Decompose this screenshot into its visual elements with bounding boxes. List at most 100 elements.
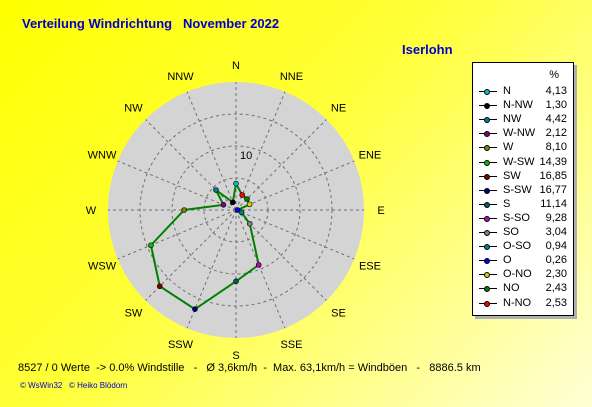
legend-value: 1,30 xyxy=(545,99,567,112)
direction-label-ne: NE xyxy=(331,102,346,114)
summary-footer: 8527 / 0 Werte -> 0.0% Windstille - Ø 3,… xyxy=(18,362,481,374)
legend-value: 4,42 xyxy=(545,113,567,126)
legend-value: 14,39 xyxy=(539,155,567,168)
legend-item: O-SO 0,94 xyxy=(473,240,573,254)
legend-value: 0,94 xyxy=(545,240,567,253)
data-point-sse xyxy=(255,262,262,268)
legend-label: W-SW xyxy=(503,155,535,168)
direction-label-n: N xyxy=(232,60,240,72)
legend-item: NW 4,42 xyxy=(473,113,573,127)
legend-item: SO 3,04 xyxy=(473,226,573,240)
legend-value: 2,43 xyxy=(545,282,567,295)
legend-marker-icon xyxy=(479,215,497,222)
data-point-nne xyxy=(239,192,245,198)
direction-label-sse: SSE xyxy=(280,339,302,351)
legend-marker-icon xyxy=(479,187,497,194)
legend-item: NO 2,43 xyxy=(473,282,573,296)
legend-value: 16,85 xyxy=(539,169,567,182)
data-point-ssw xyxy=(192,306,198,312)
legend-value: 9,28 xyxy=(545,211,567,224)
direction-label-nne: NNE xyxy=(280,71,303,83)
data-point-ne xyxy=(244,196,250,202)
direction-label-ssw: SSW xyxy=(168,339,194,351)
legend-marker-icon xyxy=(479,272,497,279)
legend-label: O-NO xyxy=(503,268,532,281)
legend-marker-icon xyxy=(479,89,497,95)
legend-label: O-SO xyxy=(503,240,532,253)
legend-label: N xyxy=(503,85,511,97)
legend-item: W-SW 14,39 xyxy=(473,156,573,170)
legend-value: 0,26 xyxy=(545,254,567,267)
data-point-w xyxy=(181,207,187,213)
legend-item: SW 16,85 xyxy=(473,170,573,184)
legend-item: W 8,10 xyxy=(473,141,573,155)
legend-label: SO xyxy=(503,226,519,238)
location-label: Iserlohn xyxy=(402,42,453,57)
legend-marker-icon xyxy=(479,244,497,251)
data-point-nnw xyxy=(230,199,236,206)
direction-label-s: S xyxy=(232,350,239,362)
legend-label: N-NO xyxy=(503,296,532,309)
data-point-nw xyxy=(213,187,219,193)
legend-marker-icon xyxy=(479,230,497,236)
legend-label: NO xyxy=(503,282,520,295)
direction-label-wnw: WNW xyxy=(88,150,117,162)
legend: % N 4,13 N-NW 1,30 NW 4,42 W-NW 2,12 W 8,10 W-SW 14… xyxy=(472,62,574,316)
legend-value: 4,13 xyxy=(545,85,567,97)
direction-label-e: E xyxy=(377,205,384,217)
legend-marker-icon xyxy=(479,159,497,166)
legend-value: 8,10 xyxy=(545,141,567,154)
legend-marker-icon xyxy=(479,201,497,208)
legend-unit: % xyxy=(549,69,559,81)
legend-marker-icon xyxy=(479,300,497,307)
legend-value: 2,53 xyxy=(545,296,567,309)
direction-label-sw: SW xyxy=(125,308,143,320)
legend-label: SW xyxy=(503,169,521,182)
legend-item: S-SO 9,28 xyxy=(473,212,573,226)
data-point-sw xyxy=(156,283,163,290)
data-point-ene xyxy=(246,201,253,208)
legend-label: S xyxy=(503,197,511,210)
credits: © WsWin32 © Heiko Blödorn xyxy=(20,381,128,390)
direction-label-nnw: NNW xyxy=(167,71,194,83)
legend-label: O xyxy=(503,254,512,267)
legend-marker-icon xyxy=(479,131,497,138)
legend-label: S-SO xyxy=(503,211,530,224)
legend-item: N 4,13 xyxy=(473,85,573,99)
chart-title: Verteilung Windrichtung November 2022 xyxy=(22,16,280,31)
legend-marker-icon xyxy=(479,145,497,152)
legend-value: 16,77 xyxy=(539,183,567,196)
direction-label-w: W xyxy=(86,205,97,217)
data-point-n xyxy=(233,180,239,187)
legend-item: S 11,14 xyxy=(473,198,573,212)
legend-item: W-NW 2,12 xyxy=(473,127,573,141)
legend-marker-icon xyxy=(479,117,497,124)
data-point-ese xyxy=(238,209,245,216)
direction-label-wsw: WSW xyxy=(88,260,117,272)
legend-item: O-NO 2,30 xyxy=(473,268,573,282)
data-point-se xyxy=(246,220,253,227)
data-point-wnw xyxy=(220,202,227,208)
legend-marker-icon xyxy=(479,173,497,180)
legend-marker-icon xyxy=(479,258,497,265)
legend-value: 2,30 xyxy=(545,268,567,281)
legend-item: N-NW 1,30 xyxy=(473,99,573,113)
legend-value: 11,14 xyxy=(540,197,567,210)
direction-label-ene: ENE xyxy=(359,150,382,162)
legend-item: O 0,26 xyxy=(473,254,573,268)
data-point-wsw xyxy=(148,242,154,249)
legend-marker-icon xyxy=(479,286,497,293)
legend-label: S-SW xyxy=(503,183,532,196)
legend-label: NW xyxy=(503,113,522,126)
data-point-s xyxy=(233,278,239,285)
legend-label: N-NW xyxy=(503,99,533,112)
legend-value: 2,12 xyxy=(545,127,567,140)
direction-label-nw: NW xyxy=(124,102,143,114)
direction-label-se: SE xyxy=(331,308,346,320)
legend-item: S-SW 16,77 xyxy=(473,184,573,198)
legend-item: N-NO 2,53 xyxy=(473,297,573,311)
direction-label-ese: ESE xyxy=(359,260,381,272)
legend-label: W xyxy=(503,141,514,154)
grid-ring xyxy=(171,145,301,275)
